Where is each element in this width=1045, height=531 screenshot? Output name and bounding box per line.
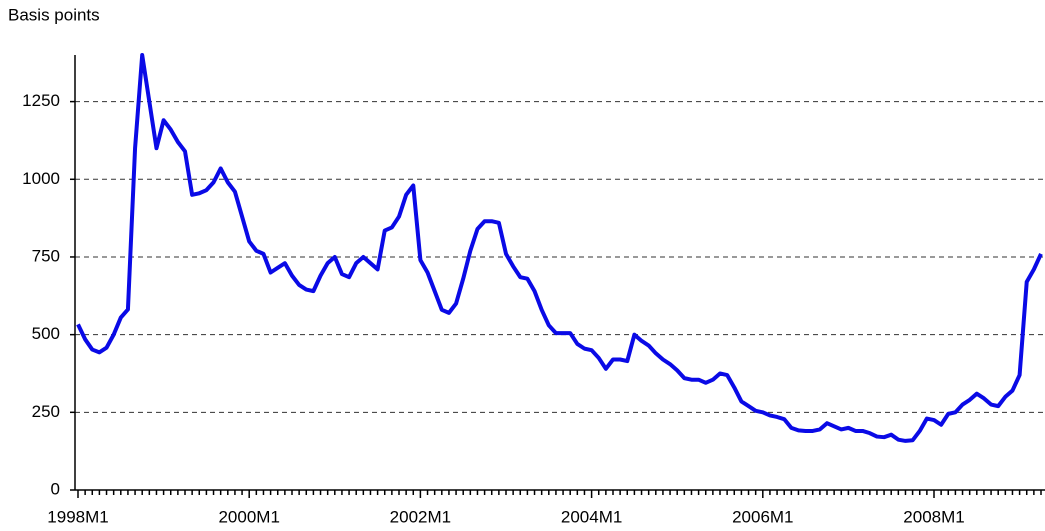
x-tick-label: 2006M1 bbox=[732, 507, 793, 526]
x-tick-label: 2000M1 bbox=[218, 507, 279, 526]
x-tick-label: 2008M1 bbox=[903, 507, 964, 526]
y-tick-label: 1250 bbox=[22, 91, 60, 110]
x-tick-label: 2002M1 bbox=[390, 507, 451, 526]
line bbox=[76, 53, 1043, 443]
x-tick-label: 1998M1 bbox=[47, 507, 108, 526]
y-tick-label: 500 bbox=[32, 324, 60, 343]
y-tick-label: 1000 bbox=[22, 169, 60, 188]
y-axis-label: Basis points bbox=[8, 5, 100, 24]
y-tick-label: 250 bbox=[32, 402, 60, 421]
y-tick-label: 0 bbox=[51, 479, 60, 498]
x-tick-label: 2004M1 bbox=[561, 507, 622, 526]
y-tick-label: 750 bbox=[32, 246, 60, 265]
